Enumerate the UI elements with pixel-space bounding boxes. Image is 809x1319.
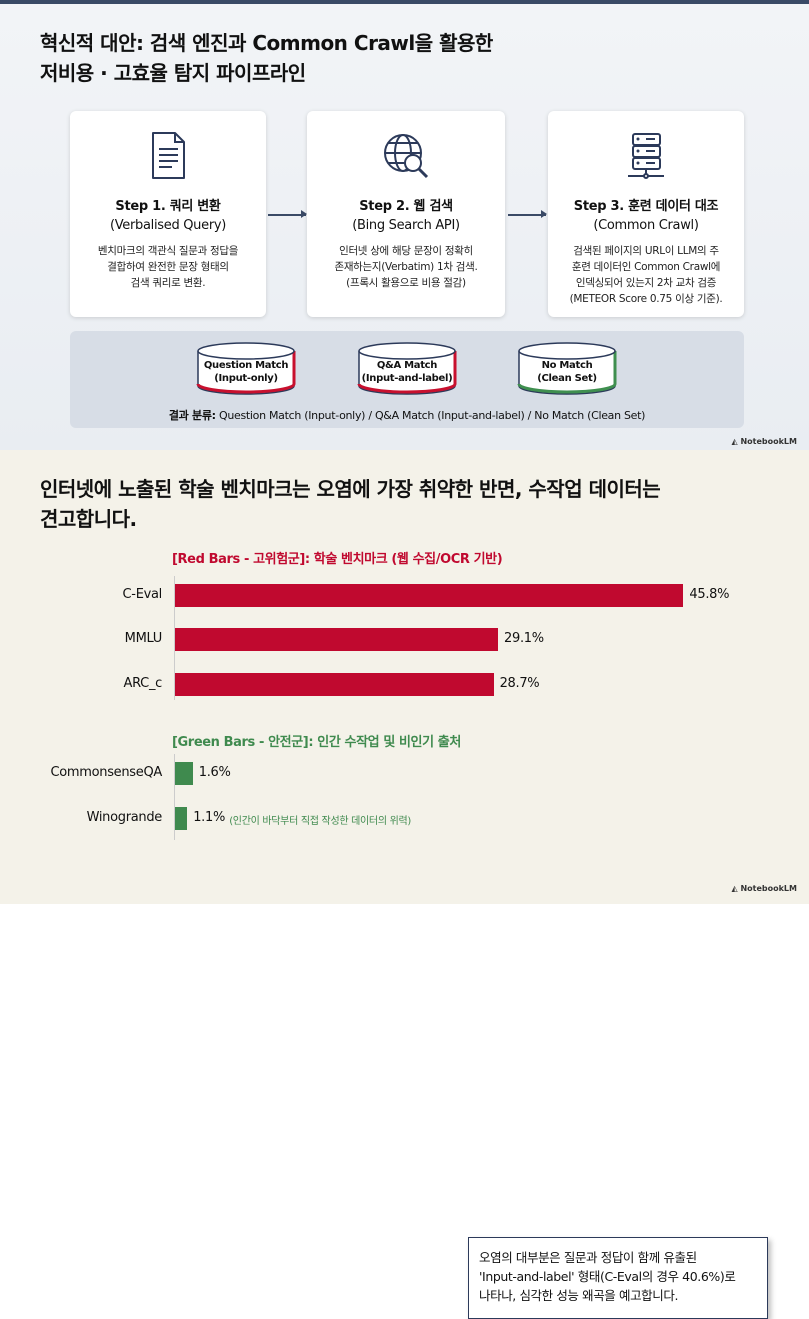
bucket-no-match: No Match (Clean Set) [517, 341, 617, 396]
bucket-line: (Input-and-label) [361, 373, 453, 384]
category-label: MMLU [124, 631, 163, 646]
axis-line [174, 754, 175, 840]
chart-slide: 인터넷에 노출된 학술 벤치마크는 오염에 가장 취약한 반면, 수작업 데이터… [0, 450, 809, 1319]
desc-line: 검색 쿼리로 변환. [130, 277, 206, 289]
bucket-label: Question Match (Input-only) [196, 359, 296, 385]
desc-line: 인터넷 상에 해당 문장이 정확히 [339, 245, 473, 257]
desc-line: (METEOR Score 0.75 이상 기준). [569, 293, 723, 305]
bucket-label: No Match (Clean Set) [517, 359, 617, 385]
category-label: C-Eval [122, 587, 163, 602]
note-line: 'Input-and-label' 형태(C-Eval의 경우 40.6%)로 [479, 1269, 736, 1284]
globe-search-icon [384, 134, 429, 179]
logo-text: NotebookLM [740, 884, 797, 893]
step-subtitle: (Verbalised Query) [109, 218, 227, 233]
slide-title: 인터넷에 노출된 학술 벤치마크는 오염에 가장 취약한 반면, 수작업 데이터… [40, 474, 661, 534]
category-label: ARC_c [123, 676, 162, 691]
bucket-line: Q&A Match [376, 360, 438, 371]
annotation: (인간이 바닥부터 직접 작성한 데이터의 위력) [229, 816, 411, 827]
bar-mmlu [175, 628, 498, 651]
step-subtitle: (Bing Search API) [352, 218, 460, 233]
bar-commonsenseqa [175, 762, 193, 785]
category-label: CommonsenseQA [50, 765, 162, 780]
group-header: [Red Bars - 고위험군]: 학술 벤치마크 (웹 수집/OCR 기반) [172, 552, 503, 567]
desc-line: 존재하는지(Verbatim) 1차 검색. [334, 261, 478, 273]
callout-note: 오염의 대부분은 질문과 정답이 함께 유출된 'Input-and-label… [468, 1237, 768, 1319]
category-label: Winogrande [86, 810, 163, 825]
desc-line: 인덱싱되어 있는지 2차 교차 검증 [575, 277, 717, 289]
title-line: 견고합니다. [40, 507, 137, 531]
bar-chart: [Red Bars - 고위험군]: 학술 벤치마크 (웹 수집/OCR 기반)… [0, 450, 809, 904]
document-icon [152, 132, 185, 179]
step-title: Step 2. 웹 검색 [359, 199, 453, 214]
bucket-line: Question Match [203, 360, 289, 371]
arrow-icon [508, 211, 547, 217]
bucket-question-match: Question Match (Input-only) [196, 341, 296, 396]
logo-text: NotebookLM [740, 437, 797, 446]
title-line: 인터넷에 노출된 학술 벤치마크는 오염에 가장 취약한 반면, 수작업 데이터… [40, 477, 661, 501]
server-icon [628, 133, 664, 179]
step-card-2: Step 2. 웹 검색 (Bing Search API) 인터넷 상에 해당… [307, 111, 505, 317]
value-label: 1.6% [198, 765, 231, 780]
database-cylinder-icon [196, 342, 296, 395]
bucket-label: Q&A Match (Input-and-label) [357, 359, 457, 385]
desc-line: 결합하여 완전한 문장 형태의 [107, 261, 229, 273]
bucket-qa-match: Q&A Match (Input-and-label) [357, 341, 457, 396]
title-line: 저비용 · 고효율 탐지 파이프라인 [40, 61, 306, 85]
axis-line [174, 576, 175, 700]
bucket-line: (Clean Set) [537, 373, 597, 384]
bucket-line: No Match [541, 360, 593, 371]
note-line: 오염의 대부분은 질문과 정답이 함께 유출된 [479, 1250, 697, 1265]
group-header: [Green Bars - 안전군]: 인간 수작업 및 비인기 출처 [172, 735, 461, 750]
step-card-1: Step 1. 쿼리 변환 (Verbalised Query) 벤치마크의 객… [70, 111, 266, 317]
desc-line: 벤치마크의 객관식 질문과 정답을 [97, 245, 239, 257]
arrow-icon [268, 211, 307, 217]
step-subtitle: (Common Crawl) [593, 218, 699, 233]
slide-title: 혁신적 대안: 검색 엔진과 Common Crawl을 활용한 저비용 · 고… [40, 28, 493, 88]
value-label: 29.1% [504, 631, 544, 646]
pipeline-slide: 혁신적 대안: 검색 엔진과 Common Crawl을 활용한 저비용 · 고… [0, 0, 809, 450]
step-title: Step 3. 훈련 데이터 대조 [573, 199, 719, 214]
desc-line: (프록시 활용으로 비용 절감) [346, 277, 466, 289]
value-label: 1.1% [193, 810, 226, 825]
bar-winogrande [175, 807, 188, 830]
note-line: 나타나, 심각한 성능 왜곡을 예고합니다. [479, 1288, 679, 1303]
bar-c-eval [175, 584, 684, 607]
desc-line: 훈련 데이터인 Common Crawl에 [571, 261, 721, 273]
step-title: Step 1. 쿼리 변환 [115, 199, 221, 214]
database-cylinder-icon [357, 342, 457, 395]
desc-line: 검색된 페이지의 URL이 LLM의 주 [573, 245, 719, 257]
notebooklm-logo: ◭ NotebookLM [731, 884, 797, 893]
bar-arc-c [175, 673, 494, 696]
result-label: 결과 분류: [168, 409, 216, 422]
bucket-line: (Input-only) [214, 373, 278, 384]
value-label: 28.7% [499, 676, 540, 691]
result-text: Question Match (Input-only) / Q&A Match … [215, 409, 646, 422]
step-card-3: Step 3. 훈련 데이터 대조 (Common Crawl) 검색된 페이지… [548, 111, 744, 317]
title-line: 혁신적 대안: 검색 엔진과 Common Crawl을 활용한 [40, 31, 493, 55]
result-classification: 결과 분류: Question Match (Input-only) / Q&A… [70, 407, 744, 423]
database-cylinder-icon [517, 342, 617, 395]
value-label: 45.8% [689, 587, 730, 602]
results-panel: Question Match (Input-only) Q&A Match (Inp… [70, 331, 744, 428]
notebooklm-logo: ◭ NotebookLM [731, 437, 797, 446]
